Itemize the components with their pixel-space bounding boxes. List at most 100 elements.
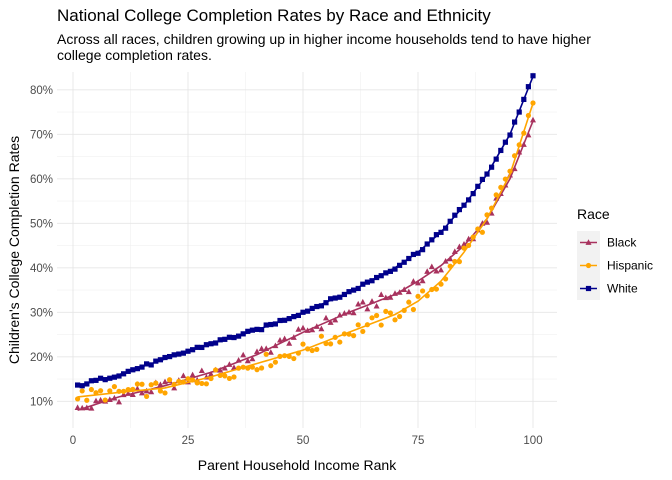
data-point-white bbox=[157, 357, 163, 363]
data-point-white bbox=[521, 96, 527, 103]
data-point-white bbox=[286, 316, 292, 322]
data-point-black bbox=[336, 311, 343, 318]
y-tick-label: 50% bbox=[30, 218, 53, 230]
data-point-white bbox=[383, 270, 389, 276]
data-point-hispanic bbox=[461, 245, 467, 251]
data-point-black bbox=[525, 131, 532, 138]
series-line-black bbox=[77, 120, 534, 411]
data-point-black bbox=[438, 266, 444, 273]
data-point-black bbox=[295, 326, 302, 332]
data-point-hispanic bbox=[162, 390, 168, 396]
data-point-hispanic bbox=[456, 259, 462, 265]
data-point-black bbox=[341, 310, 348, 316]
data-point-black bbox=[332, 316, 339, 323]
data-point-white bbox=[392, 266, 398, 272]
data-point-black bbox=[415, 279, 421, 286]
data-point-white bbox=[452, 212, 458, 218]
data-point-hispanic bbox=[410, 306, 416, 313]
data-point-hispanic bbox=[291, 355, 297, 362]
data-point-white bbox=[507, 132, 513, 138]
data-point-black bbox=[198, 367, 205, 374]
data-point-white bbox=[295, 312, 301, 319]
data-point-black bbox=[456, 243, 463, 250]
data-point-black bbox=[143, 387, 150, 394]
data-point-white bbox=[346, 289, 352, 295]
data-point-hispanic bbox=[374, 312, 380, 319]
data-point-hispanic bbox=[351, 332, 357, 339]
data-point-black bbox=[97, 396, 104, 403]
data-point-white bbox=[406, 255, 412, 262]
data-point-hispanic bbox=[383, 308, 389, 315]
data-point-hispanic bbox=[360, 328, 366, 335]
data-point-hispanic bbox=[144, 393, 150, 400]
data-point-hispanic bbox=[240, 364, 246, 370]
data-point-white bbox=[162, 354, 168, 361]
data-point-hispanic bbox=[479, 229, 485, 235]
data-point-hispanic bbox=[217, 372, 223, 379]
data-point-hispanic bbox=[318, 333, 324, 339]
data-point-white bbox=[493, 156, 499, 162]
data-point-black bbox=[318, 325, 325, 332]
data-point-hispanic bbox=[369, 315, 375, 321]
data-point-hispanic bbox=[111, 384, 117, 390]
data-point-black bbox=[171, 384, 178, 391]
data-point-hispanic bbox=[328, 341, 334, 347]
chart-subtitle: Across all races, children growing up in… bbox=[57, 31, 591, 63]
data-point-hispanic bbox=[346, 331, 352, 337]
data-point-white bbox=[190, 347, 196, 353]
data-point-hispanic bbox=[263, 351, 269, 357]
data-point-hispanic bbox=[511, 153, 518, 159]
data-point-hispanic bbox=[406, 299, 412, 305]
data-point-hispanic bbox=[378, 322, 384, 328]
data-point-black bbox=[369, 298, 375, 304]
data-point-black bbox=[520, 141, 527, 147]
data-point-black bbox=[231, 364, 237, 370]
data-point-hispanic bbox=[249, 364, 255, 370]
data-point-white bbox=[420, 247, 426, 253]
y-tick-label: 60% bbox=[30, 174, 53, 186]
data-point-black bbox=[162, 378, 168, 385]
data-point-white bbox=[355, 285, 361, 292]
data-point-white bbox=[360, 281, 366, 287]
data-point-hispanic bbox=[286, 353, 292, 359]
data-point-white bbox=[134, 366, 140, 372]
data-point-black bbox=[373, 302, 380, 309]
data-point-white bbox=[466, 197, 472, 203]
data-point-hispanic bbox=[323, 340, 329, 347]
data-point-white bbox=[203, 342, 209, 348]
data-point-black bbox=[530, 116, 536, 123]
data-point-white bbox=[305, 308, 311, 314]
data-point-white bbox=[180, 350, 186, 356]
data-point-white bbox=[185, 348, 191, 354]
data-point-white bbox=[291, 314, 297, 320]
data-point-black bbox=[359, 298, 366, 305]
data-point-white bbox=[236, 333, 242, 339]
data-point-white bbox=[213, 340, 219, 346]
data-point-hispanic bbox=[429, 286, 435, 293]
data-point-hispanic bbox=[470, 234, 476, 240]
data-point-white bbox=[364, 279, 370, 285]
data-point-black bbox=[79, 404, 86, 411]
data-point-hispanic bbox=[364, 322, 370, 328]
data-point-white bbox=[98, 375, 104, 381]
data-point-hispanic bbox=[93, 390, 99, 396]
data-point-white bbox=[502, 139, 508, 145]
data-point-hispanic bbox=[213, 367, 219, 373]
data-point-black bbox=[106, 396, 113, 402]
data-point-white bbox=[75, 382, 81, 388]
data-point-white bbox=[351, 287, 357, 293]
x-tick-label: 75 bbox=[412, 435, 425, 447]
data-point-white bbox=[401, 259, 407, 265]
data-point-hispanic bbox=[176, 378, 182, 384]
data-point-white bbox=[254, 326, 260, 332]
data-point-black bbox=[451, 248, 458, 255]
data-point-white bbox=[318, 303, 324, 309]
data-point-white bbox=[374, 274, 380, 281]
data-point-black bbox=[350, 309, 357, 316]
data-point-hispanic bbox=[190, 377, 196, 383]
data-point-black bbox=[447, 255, 454, 262]
data-point-black bbox=[433, 267, 440, 274]
data-point-white bbox=[433, 232, 439, 238]
x-tick-label: 25 bbox=[182, 435, 195, 447]
y-tick-label: 10% bbox=[30, 396, 53, 408]
